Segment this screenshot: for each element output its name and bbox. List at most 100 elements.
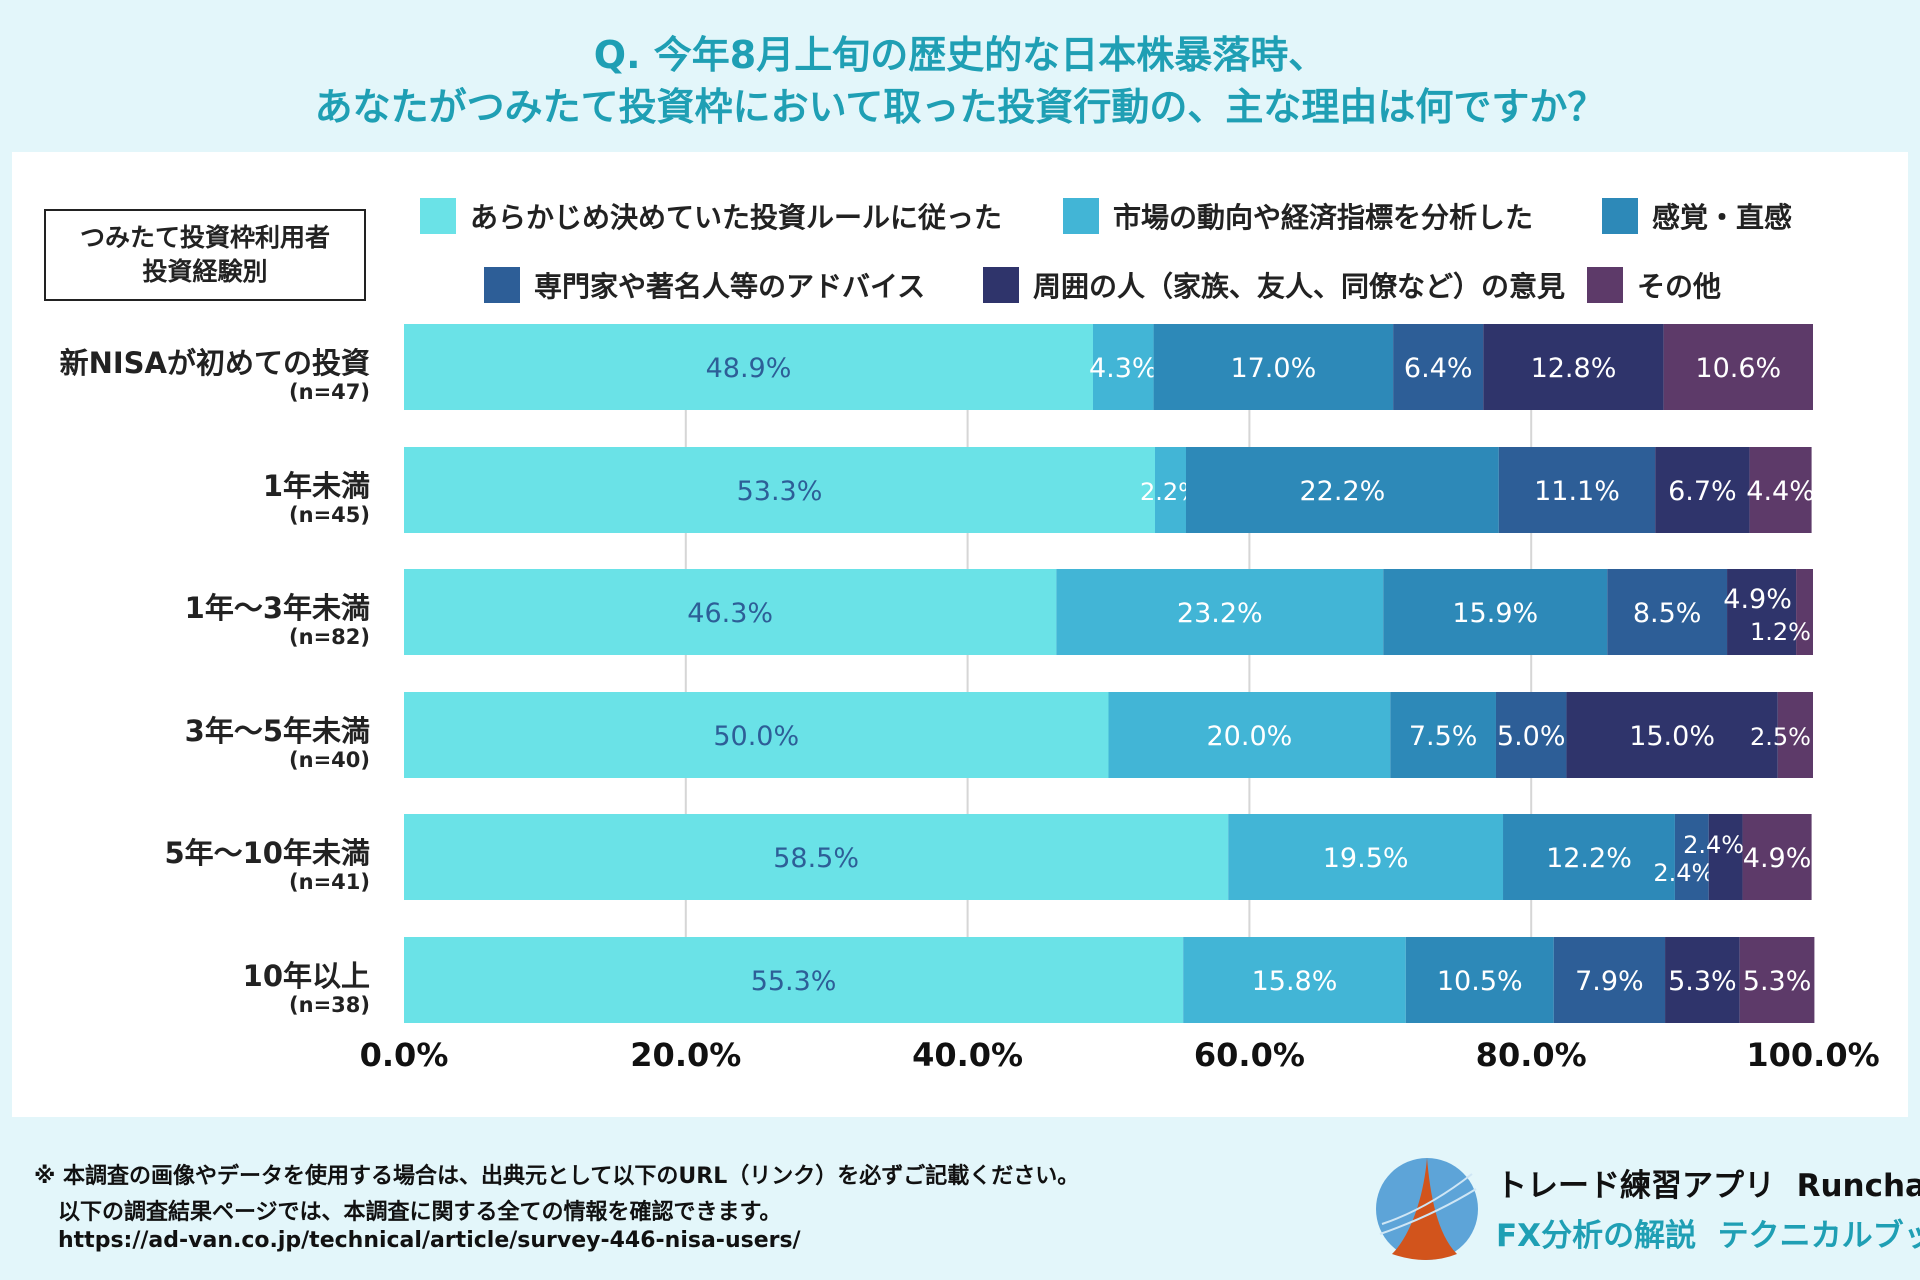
bar-segment (1739, 937, 1815, 1023)
bar-segment (404, 569, 1057, 655)
data-label: 12.2% (1546, 843, 1632, 874)
legend-label: 専門家や著名人等のアドバイス (534, 270, 926, 303)
row-label: 新NISAが初めての投資 (n=47) (60, 340, 370, 404)
bar-segment (1383, 569, 1608, 655)
bar-segment (1742, 814, 1812, 900)
row-sample-size: (n=40) (289, 748, 370, 772)
data-label: 1.2% (1750, 618, 1811, 646)
data-label: 17.0% (1230, 353, 1316, 384)
bar-segment (1390, 692, 1496, 778)
row-sample-size: (n=82) (289, 625, 370, 649)
bar-segment (1655, 447, 1750, 533)
runcha-logo-icon (1376, 1158, 1478, 1260)
bar-segment (1153, 324, 1394, 410)
bar-segment (404, 814, 1229, 900)
row-category: 5年～10年未満 (164, 836, 370, 870)
data-label: 23.2% (1177, 598, 1263, 629)
data-label: 4.4% (1746, 476, 1815, 507)
row-label: 3年～5年未満 (n=40) (185, 708, 370, 772)
row-label: 10年以上 (n=38) (243, 953, 370, 1017)
data-label: 55.3% (751, 966, 837, 997)
chart-title-line1: Q. 今年8月上旬の歴史的な日本株暴落時、 (593, 33, 1327, 77)
row-category: 1年未満 (262, 469, 370, 503)
data-label: 7.9% (1575, 966, 1644, 997)
category-box-line2: 投資経験別 (142, 257, 268, 286)
bar-segment (1093, 324, 1154, 410)
data-label: 2.4% (1683, 831, 1744, 859)
legend-label: あらかじめ決めていた投資ルールに従った (470, 201, 1003, 234)
data-label: 4.3% (1089, 353, 1158, 384)
bar-segment (404, 324, 1094, 410)
bar-segment (1483, 324, 1664, 410)
legend-swatch (420, 198, 456, 234)
row-sample-size: (n=41) (289, 870, 370, 894)
bar-segment (1749, 447, 1812, 533)
data-label: 46.3% (687, 598, 773, 629)
bar-segment (1777, 692, 1813, 778)
data-label: 2.5% (1750, 723, 1811, 751)
bar-segment (1553, 937, 1666, 1023)
bar-segment (1405, 937, 1554, 1023)
legend-swatch (1587, 267, 1623, 303)
data-label: 7.5% (1409, 721, 1478, 752)
data-label: 22.2% (1300, 476, 1386, 507)
data-label: 4.9% (1723, 584, 1792, 615)
brand-tagline: FX分析の解説 テクニカルブック (1496, 1218, 1920, 1254)
row-label: 5年～10年未満 (n=41) (164, 830, 370, 894)
x-tick-label: 0.0% (359, 1036, 449, 1074)
data-label: 5.3% (1743, 966, 1812, 997)
data-label: 48.9% (706, 353, 792, 384)
bar-segment (1663, 324, 1813, 410)
data-label: 2.4% (1653, 859, 1714, 887)
row-label: 1年～3年未満 (n=82) (185, 585, 370, 649)
bar-segment (1503, 814, 1675, 900)
row-label: 1年未満 (n=45) (263, 463, 370, 527)
x-tick-label: 100.0% (1746, 1036, 1880, 1074)
bar-segment (404, 937, 1184, 1023)
legend-swatch (983, 267, 1019, 303)
brand-name: トレード練習アプリ Runcha (1496, 1168, 1920, 1204)
row-sample-size: (n=45) (289, 503, 370, 527)
bar-segment (1566, 692, 1778, 778)
bar-segment (1393, 324, 1484, 410)
legend-item: その他 (1587, 265, 1721, 305)
bar-segment (1185, 447, 1499, 533)
bar-segment (1674, 814, 1709, 900)
bar-segment (1056, 569, 1384, 655)
row-category: 10年以上 (242, 959, 370, 993)
data-label: 15.8% (1252, 966, 1338, 997)
data-label: 4.9% (1743, 843, 1812, 874)
bar-segment (1228, 814, 1504, 900)
row-category: 1年～3年未満 (184, 591, 370, 625)
legend-item: 専門家や著名人等のアドバイス (484, 265, 925, 305)
footer-url[interactable]: https://ad-van.co.jp/technical/article/s… (58, 1228, 801, 1253)
legend-item: 感覚・直感 (1602, 196, 1792, 236)
row-sample-size: (n=47) (289, 380, 370, 404)
footer-note-2: 以下の調査結果ページでは、本調査に関する全ての情報を確認できます。 (58, 1200, 782, 1225)
legend-swatch (484, 267, 520, 303)
bar-segment (1495, 692, 1567, 778)
x-tick-label: 60.0% (1193, 1036, 1305, 1074)
bar-segment (404, 447, 1155, 533)
bar-segment (1154, 447, 1186, 533)
legend-swatch (1063, 198, 1099, 234)
bar-segment (1665, 937, 1740, 1023)
data-label: 5.0% (1497, 721, 1566, 752)
data-label: 10.6% (1695, 353, 1781, 384)
data-label: 5.3% (1668, 966, 1737, 997)
data-label: 53.3% (737, 476, 823, 507)
footer-note-1: ※ 本調査の画像やデータを使用する場合は、出典元として以下のURL（リンク）を必… (34, 1164, 1080, 1189)
chart-title-line2: あなたがつみたて投資枠において取った投資行動の、主な理由は何ですか？ (314, 85, 1606, 129)
data-label: 58.5% (773, 843, 859, 874)
data-label: 6.4% (1404, 353, 1473, 384)
row-category: 3年～5年未満 (184, 714, 370, 748)
legend-label: 周囲の人（家族、友人、同僚など）の意見 (1033, 270, 1566, 303)
legend-item: 周囲の人（家族、友人、同僚など）の意見 (983, 265, 1565, 305)
x-tick-label: 40.0% (912, 1036, 1024, 1074)
bar-segment (1727, 569, 1797, 655)
legend-label: 市場の動向や経済指標を分析した (1113, 201, 1534, 234)
x-tick-label: 20.0% (630, 1036, 742, 1074)
x-tick-label: 80.0% (1475, 1036, 1587, 1074)
data-label: 10.5% (1437, 966, 1523, 997)
